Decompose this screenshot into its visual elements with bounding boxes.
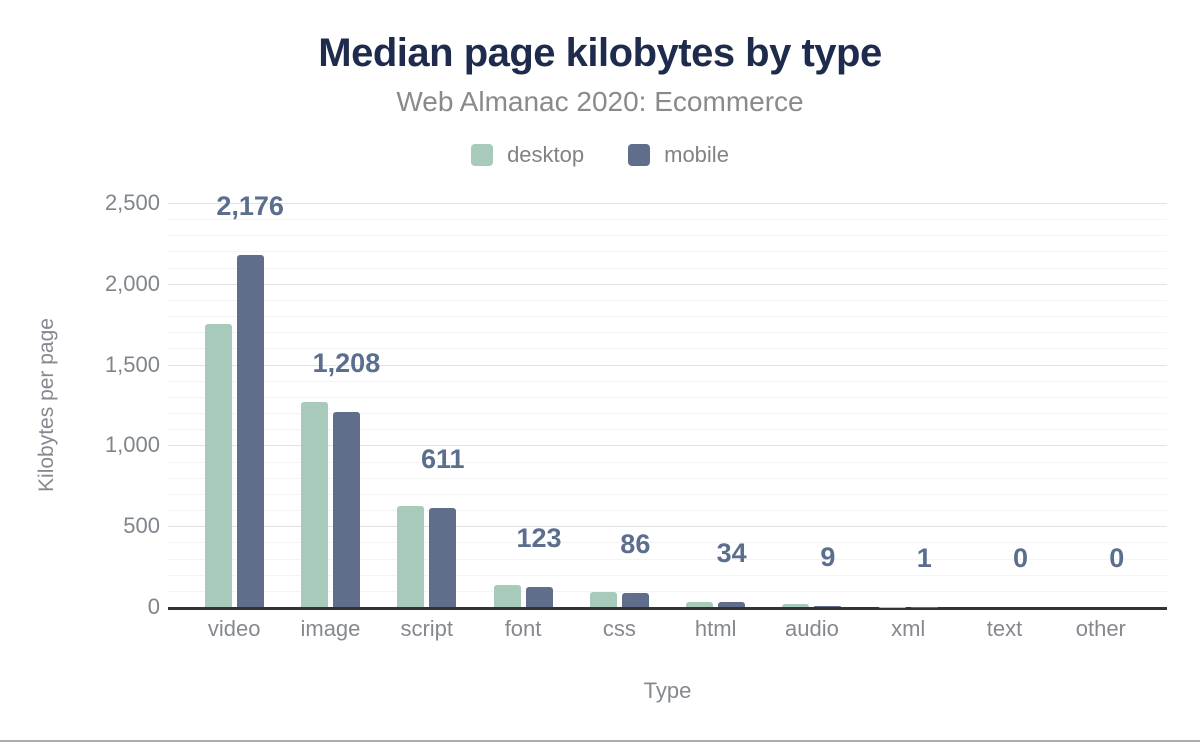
bar-group-audio: 9	[764, 203, 860, 607]
bar-desktop-script	[397, 506, 425, 607]
gridline-minor	[168, 267, 1167, 269]
value-label-font: 123	[516, 523, 562, 554]
gridline-minor	[168, 477, 1167, 479]
bar-mobile-video	[236, 255, 264, 607]
legend-label-mobile: mobile	[664, 142, 729, 167]
gridline-minor	[168, 461, 1167, 463]
value-label-xml: 1	[916, 542, 932, 573]
x-tick-html: html	[694, 616, 737, 641]
gridline-minor	[168, 396, 1167, 398]
value-label-html: 34	[716, 537, 747, 568]
y-tick-1,000: 1,000	[104, 432, 160, 458]
bar-mobile-font	[525, 587, 553, 607]
gridline-minor	[168, 316, 1167, 318]
x-tick-audio: audio	[785, 616, 839, 641]
gridline-minor	[168, 542, 1167, 544]
x-tick-css: css	[602, 616, 636, 641]
gridline-minor	[168, 299, 1167, 301]
gridline-major	[168, 445, 1167, 447]
value-label-image: 1,208	[312, 347, 381, 378]
gridline-major	[168, 203, 1167, 204]
bar-group-script: 611	[379, 203, 475, 607]
gridline-minor	[168, 558, 1167, 560]
bar-group-css: 86	[571, 203, 667, 607]
legend-item-mobile: mobile	[628, 142, 729, 168]
bar-group-video: 2,176	[186, 193, 284, 607]
bar-desktop-html	[686, 601, 714, 607]
bar-mobile-image	[332, 411, 360, 607]
x-tick-video: video	[207, 616, 261, 641]
gridline-major	[168, 364, 1167, 366]
x-tick-script: script	[400, 616, 454, 641]
bar-mobile-html	[718, 601, 746, 607]
gridline-minor	[168, 413, 1167, 415]
gridline-minor	[168, 332, 1167, 334]
x-axis-line	[168, 607, 1167, 610]
chart-legend: desktop mobile	[0, 142, 1200, 168]
gridline-minor	[168, 348, 1167, 350]
bar-group-text: 0	[956, 203, 1052, 607]
gridline-major	[168, 526, 1167, 528]
value-label-audio: 9	[820, 541, 836, 572]
y-tick-0: 0	[147, 594, 160, 619]
plot-area: 2,176 1,208 611 123 86 34 9 1 0 0	[168, 193, 1167, 610]
legend-swatch-mobile-icon	[628, 144, 651, 166]
x-axis-title: Type	[643, 678, 692, 703]
bar-mobile-audio	[814, 605, 842, 607]
gridline-minor	[168, 251, 1167, 253]
gridline-minor	[168, 429, 1167, 431]
x-tick-image: image	[300, 616, 361, 641]
legend-item-desktop: desktop	[471, 142, 584, 168]
bar-mobile-css	[621, 593, 649, 607]
bar-desktop-audio	[782, 604, 810, 607]
gridline-major	[168, 283, 1167, 285]
x-tick-other: other	[1075, 616, 1126, 641]
value-label-css: 86	[620, 529, 651, 560]
bar-desktop-video	[204, 324, 232, 607]
chart-subtitle: Web Almanac 2020: Ecommerce	[396, 86, 804, 117]
bar-group-xml: 1	[860, 203, 956, 607]
bar-desktop-font	[493, 584, 521, 607]
x-tick-text: text	[986, 616, 1023, 641]
bar-group-font: 123	[475, 203, 571, 607]
y-tick-2,000: 2,000	[104, 270, 160, 296]
bar-mobile-script	[429, 508, 457, 607]
chart-title: Median page kilobytes by type	[318, 31, 882, 75]
y-axis-ticks: 0 500 1,000 1,500 2,000 2,500	[0, 192, 160, 618]
gridline-minor	[168, 590, 1167, 592]
y-tick-2,500: 2,500	[104, 190, 160, 215]
bar-desktop-image	[300, 402, 328, 607]
x-tick-font: font	[504, 616, 542, 641]
gridline-minor	[168, 574, 1167, 576]
value-label-text: 0	[1013, 543, 1029, 573]
bar-group-other: 0	[1053, 203, 1149, 607]
bar-groups: 2,176 1,208 611 123 86 34 9 1 0 0	[168, 193, 1167, 607]
gridline-minor	[168, 219, 1167, 221]
legend-label-desktop: desktop	[507, 142, 585, 167]
bar-desktop-css	[589, 592, 617, 607]
value-label-video: 2,176	[216, 191, 284, 222]
bar-group-html: 34	[667, 203, 763, 607]
x-tick-xml: xml	[891, 616, 926, 641]
gridline-minor	[168, 235, 1167, 237]
legend-swatch-desktop-icon	[471, 144, 494, 166]
y-tick-1,500: 1,500	[104, 351, 160, 377]
y-tick-500: 500	[123, 513, 160, 539]
value-label-other: 0	[1109, 543, 1125, 573]
x-axis-labels: video image script font css html audio xml text o…	[168, 616, 1167, 642]
value-label-script: 611	[420, 444, 465, 475]
bar-group-image: 1,208	[282, 203, 381, 607]
gridline-minor	[168, 380, 1167, 382]
gridline-minor	[168, 493, 1167, 495]
gridline-minor	[168, 510, 1167, 512]
